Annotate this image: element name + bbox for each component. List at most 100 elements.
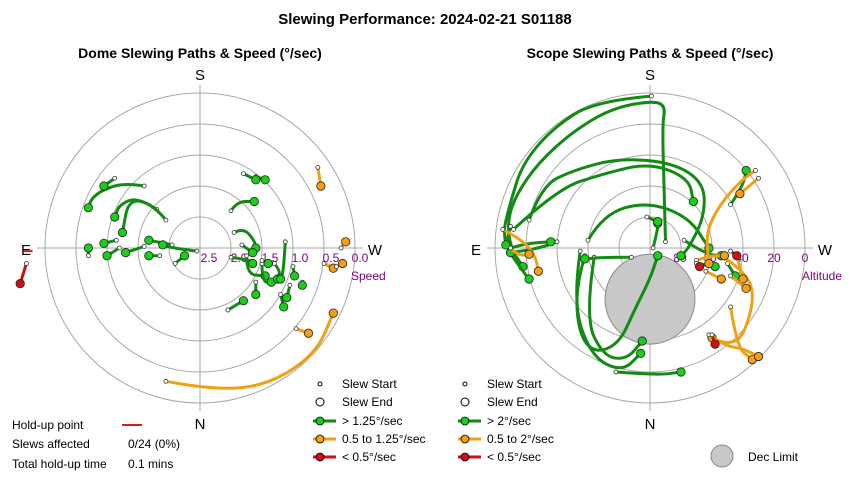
dome-slew-start-point — [290, 264, 296, 270]
dome-slew-path-fast — [161, 243, 199, 253]
scope-slew-path-fast — [586, 203, 711, 250]
dome-cardinal-s: S — [195, 67, 205, 84]
legend-dec-limit-marker — [710, 444, 734, 468]
scope-slew-start-point — [703, 268, 709, 274]
dome-slew-start-point — [240, 171, 246, 177]
scope-cardinal-w: W — [818, 242, 833, 259]
dome-slew-end-point — [249, 196, 259, 207]
dome-slew-start-point — [172, 261, 178, 266]
scope-radial-tick-label: 20 — [767, 251, 781, 265]
scope-slew-end-point — [636, 348, 646, 358]
dome-slew-start-point — [278, 292, 284, 297]
dome-slew-start-point — [259, 257, 265, 263]
legend-slew-start-label: Slew Start — [342, 377, 397, 391]
scope-slew-end-point — [716, 274, 726, 284]
holdup-stats: Hold-up point Slews affected 0/24 (0%) T… — [12, 418, 180, 471]
dome-slew-end-point — [102, 251, 112, 261]
dome-slew-end-point — [248, 258, 258, 269]
scope-slew-end-point — [753, 351, 764, 362]
scope-slew-start-point — [629, 254, 634, 260]
dome-slew-end-point — [279, 302, 289, 312]
dome-chart-title: Dome Slewing Paths & Speed (°/sec) — [78, 45, 322, 61]
legend-mid-label: 0.5 to 1.25°/sec — [342, 432, 426, 446]
legend-slow-marker — [315, 452, 325, 462]
scope-slew-end-point — [501, 240, 511, 250]
legend-mid-label: 0.5 to 2°/sec — [487, 432, 554, 446]
dome-slew-start-point — [141, 244, 147, 249]
dome-cardinal-n: N — [195, 416, 206, 433]
dome-slew-start-point — [163, 217, 169, 223]
scope-cardinal-s: S — [645, 67, 655, 84]
scope-slew-start-point — [585, 237, 591, 243]
dome-slew-start-point — [113, 237, 119, 243]
dome-slew-end-point — [238, 296, 248, 306]
scope-slew-end-point — [653, 251, 663, 261]
scope-dec-limit — [604, 253, 696, 345]
scope-slew-end-point — [676, 367, 686, 377]
dome-radial-tick-label: 0.5 — [323, 251, 340, 265]
scope-slew-paths — [500, 93, 764, 377]
dome-slew-end-point — [251, 289, 261, 300]
scope-slew-start-point — [728, 304, 733, 310]
scope-slew-end-point — [738, 274, 748, 284]
scope-slew-start-point — [753, 168, 758, 173]
scope-slew-end-point — [741, 165, 751, 176]
dome-slew-end-point — [99, 181, 109, 191]
dome-slew-end-point — [83, 203, 94, 213]
dome-slew-start-point — [117, 245, 122, 251]
scope-slew-start-point — [709, 332, 715, 338]
dome-slew-end-point — [15, 279, 25, 289]
scope-slew-start-point — [508, 223, 513, 229]
dome-slew-end-point — [275, 274, 286, 284]
dome-slew-end-point — [251, 175, 261, 185]
dome-slew-start-point — [321, 261, 327, 266]
scope-slew-start-point — [526, 217, 532, 223]
scope-slew-path-mid — [705, 169, 757, 265]
scope-slew-path-fast — [512, 164, 695, 231]
dome-slew-start-point — [282, 239, 288, 245]
dome-slew-end-point — [117, 227, 128, 238]
dome-slew-start-point — [231, 230, 237, 235]
scope-slew-path-fast — [507, 100, 667, 269]
dome-slew-start-point — [244, 253, 249, 259]
scope-slew-end-point — [637, 336, 647, 346]
scope-radial-axis-label: Altitude — [802, 269, 842, 283]
legend-slew-end-marker — [315, 397, 325, 407]
figure-title: Slewing Performance: 2024-02-21 S01188 — [278, 11, 572, 28]
dome-slew-end-point — [282, 292, 292, 303]
scope-slew-end-point — [704, 258, 714, 269]
dome-slew-start-point — [333, 264, 339, 270]
dome-slew-end-point — [263, 258, 273, 269]
scope-slew-start-point — [728, 273, 733, 279]
scope-slew-path-mid — [695, 254, 726, 262]
dome-slew-end-point — [316, 181, 326, 191]
scope-slew-start-point — [650, 245, 656, 251]
dome-radial-axis-label: Speed — [351, 269, 386, 283]
scope-slew-end-point — [546, 237, 556, 247]
legend-slew-start-marker — [462, 381, 468, 387]
dome-slew-end-point — [179, 251, 190, 261]
scope-slew-end-point — [524, 274, 534, 284]
scope-slew-end-point — [580, 254, 590, 264]
scope-slew-end-point — [732, 251, 742, 261]
legend-slew-start-label: Slew Start — [487, 377, 542, 391]
dome-slew-end-point — [303, 328, 314, 338]
scope-slew-start-point — [663, 239, 668, 245]
dome-slew-end-point — [83, 243, 94, 253]
legend-slow-label: < 0.5°/sec — [342, 450, 396, 464]
legend-fast-marker — [315, 416, 325, 426]
legend-fast-label: > 1.25°/sec — [342, 414, 403, 428]
dome-slew-start-point — [228, 208, 234, 214]
scope-slew-end-point — [688, 196, 699, 207]
holdup-time-value: 0.1 mins — [128, 457, 173, 471]
dome-slew-start-point — [293, 326, 299, 332]
dome-slew-end-point — [260, 175, 270, 185]
scope-slew-start-point — [728, 202, 733, 208]
scope-slew-end-point — [694, 261, 705, 272]
legend-mid-marker — [460, 434, 470, 444]
slews-affected-label: Slews affected — [12, 437, 90, 451]
scope-slew-end-point — [735, 189, 745, 199]
dome-slew-end-point — [158, 240, 168, 250]
dome-slew-start-point — [225, 307, 231, 313]
dome-radial-tick-label: 2.5 — [201, 251, 218, 265]
